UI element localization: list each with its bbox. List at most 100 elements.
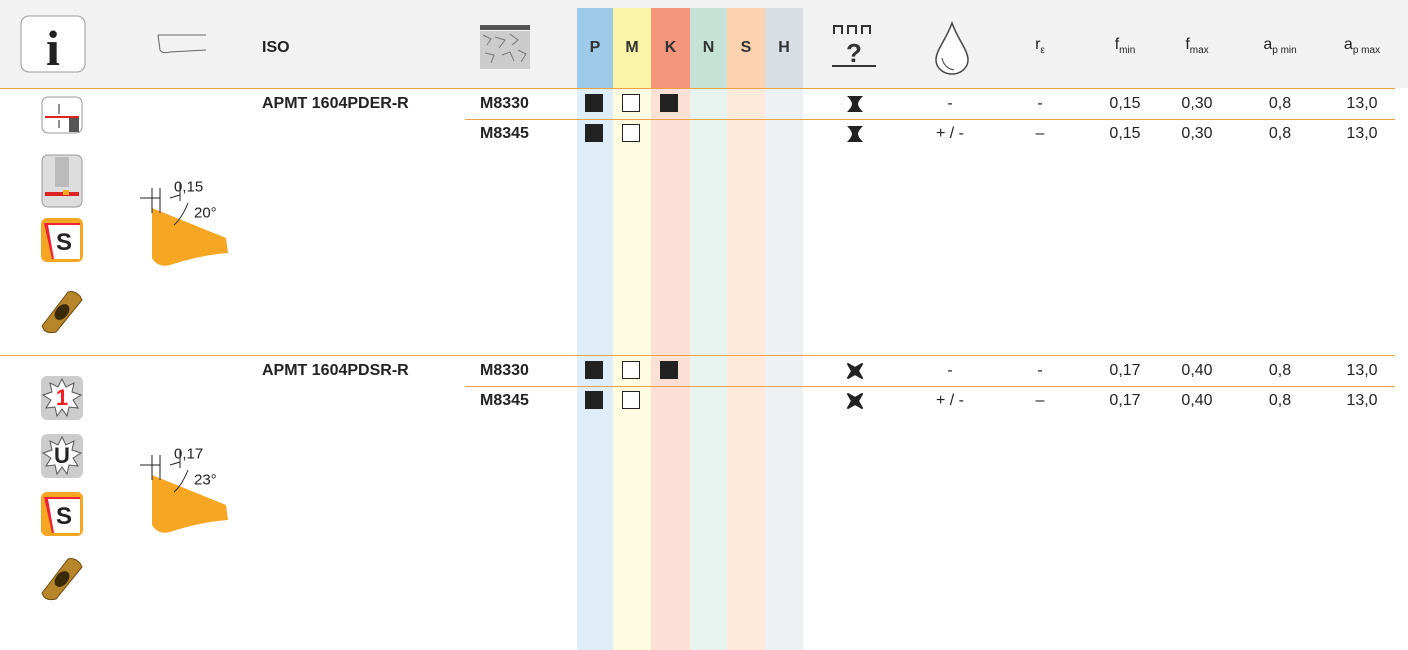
feature-icon	[41, 492, 83, 536]
feature-icon	[41, 376, 83, 420]
edge-profile	[140, 450, 228, 533]
iso-label: ISO	[262, 39, 290, 56]
column-subscript: p max	[1352, 45, 1381, 57]
grade: M8330	[480, 95, 529, 112]
cell-apmax: 13,0	[1346, 95, 1378, 112]
material-header	[690, 8, 727, 88]
chipbreaker-icon: ?	[832, 25, 876, 68]
material-header	[577, 8, 613, 88]
cell-coolant: -	[947, 362, 953, 379]
cell-fmax: 0,40	[1181, 392, 1213, 409]
column-header: rε	[1035, 36, 1045, 56]
column-header: fmax	[1185, 36, 1208, 56]
column-subscript: min	[1119, 45, 1136, 57]
grade-mark	[660, 361, 678, 379]
edge-profile	[140, 183, 228, 266]
column-header: ap max	[1344, 36, 1380, 56]
header-rule	[0, 88, 1395, 89]
cell-r: -	[1037, 95, 1043, 112]
cell-coolant: + / -	[935, 392, 965, 409]
material-header	[727, 8, 765, 88]
info-icon: i	[20, 15, 86, 75]
feature-icon-label: U	[54, 443, 70, 468]
feature-icon-label: S	[55, 503, 73, 530]
material-header	[613, 8, 651, 88]
grade: M8345	[480, 392, 529, 409]
feature-icon	[41, 218, 83, 262]
material-label: N	[702, 39, 715, 56]
cell-r: –	[1035, 125, 1045, 142]
cell-apmin: 0,8	[1268, 392, 1292, 409]
cell-fmin: 0,15	[1109, 95, 1141, 112]
grade: M8330	[480, 362, 529, 379]
column-symbol: a	[1263, 35, 1273, 53]
tool-icon	[41, 154, 83, 208]
cell-fmax: 0,30	[1181, 95, 1213, 112]
grade-mark	[585, 124, 603, 142]
cell-apmin: 0,8	[1268, 95, 1292, 112]
column-symbol: f	[1185, 35, 1190, 53]
column-subscript: max	[1189, 45, 1209, 57]
grade-mark	[660, 94, 678, 112]
edge-dimension: 0,15	[174, 178, 204, 196]
cell-apmax: 13,0	[1346, 125, 1378, 142]
insert-icon	[41, 291, 83, 334]
material-icon	[480, 25, 530, 69]
chipbreaker-symbol	[847, 363, 863, 379]
cell-apmin: 0,8	[1268, 362, 1292, 379]
profile-icon	[157, 34, 207, 54]
slot-icon	[41, 96, 83, 134]
feature-icon	[41, 434, 83, 478]
cell-fmin: 0,15	[1109, 125, 1141, 142]
grade-mark	[622, 361, 640, 379]
designation: APMT 1604PDSR-R	[262, 362, 409, 379]
cell-fmin: 0,17	[1109, 392, 1141, 409]
row-rule	[465, 386, 1395, 387]
material-column	[690, 88, 727, 650]
material-column	[765, 88, 803, 650]
material-label: M	[625, 39, 639, 56]
grade-mark	[585, 361, 603, 379]
edge-dimension: 0,17	[174, 445, 204, 463]
grade-mark	[622, 124, 640, 142]
chipbreaker-symbol	[847, 126, 863, 142]
column-symbol: r	[1035, 35, 1041, 53]
grade-mark	[622, 94, 640, 112]
grade-mark	[622, 391, 640, 409]
designation: APMT 1604PDER-R	[262, 95, 409, 112]
edge-angle: 23°	[194, 471, 217, 489]
feature-icon-label: S	[55, 229, 73, 256]
column-header: ap min	[1263, 36, 1296, 56]
chipbreaker-symbol	[847, 393, 863, 409]
cell-coolant: + / -	[935, 125, 965, 142]
material-label: H	[778, 39, 790, 56]
edge-angle: 20°	[194, 204, 217, 222]
grade-mark	[585, 391, 603, 409]
cell-fmax: 0,30	[1181, 125, 1213, 142]
column-subscript: ε	[1040, 45, 1045, 57]
material-column	[727, 88, 765, 650]
material-header	[651, 8, 690, 88]
material-label: S	[740, 39, 752, 56]
cell-apmin: 0,8	[1268, 125, 1292, 142]
column-symbol: f	[1114, 35, 1120, 53]
material-header	[765, 8, 803, 88]
column-subscript: p min	[1272, 45, 1297, 57]
column-header: fmin	[1115, 36, 1136, 56]
material-label: P	[589, 39, 601, 56]
cell-apmax: 13,0	[1346, 392, 1378, 409]
material-label: K	[664, 39, 677, 56]
coolant-icon	[935, 20, 969, 75]
grade: M8345	[480, 125, 529, 142]
feature-icon-label: 1	[55, 385, 69, 410]
cell-fmin: 0,17	[1109, 362, 1141, 379]
insert-icon	[41, 558, 83, 601]
group-rule	[0, 355, 1395, 356]
svg-text:?: ?	[846, 38, 862, 68]
grade-mark	[585, 94, 603, 112]
cell-fmax: 0,40	[1181, 362, 1213, 379]
column-symbol: a	[1343, 35, 1353, 53]
svg-text:i: i	[46, 20, 60, 75]
cell-coolant: -	[947, 95, 953, 112]
